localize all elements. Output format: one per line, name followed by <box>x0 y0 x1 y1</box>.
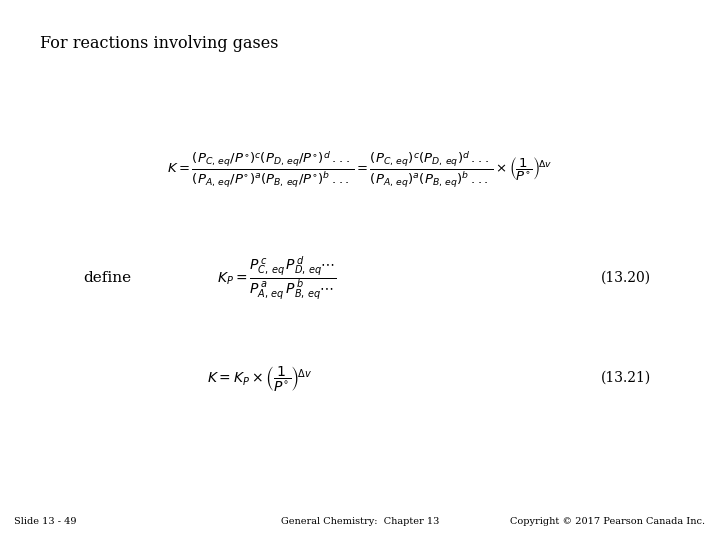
Text: $K = \dfrac{(P_{C,\,eq} / P^{\circ})^{c}(P_{D,\,eq} / P^{\circ})^{d}\,...}{(P_{A: $K = \dfrac{(P_{C,\,eq} / P^{\circ})^{c}… <box>167 150 553 190</box>
Text: $K_{P} = \dfrac{P_{C,\,eq}^{\,c}\,P_{D,\,eq}^{\,d}\cdots}{P_{A,\,eq}^{\,a}\,P_{B: $K_{P} = \dfrac{P_{C,\,eq}^{\,c}\,P_{D,\… <box>217 254 337 302</box>
Text: define: define <box>83 271 131 285</box>
Text: For reactions involving gases: For reactions involving gases <box>40 35 278 52</box>
Text: Copyright © 2017 Pearson Canada Inc.: Copyright © 2017 Pearson Canada Inc. <box>510 517 706 526</box>
Text: (13.21): (13.21) <box>601 371 652 385</box>
Text: (13.20): (13.20) <box>601 271 652 285</box>
Text: $K = K_{P} \times \left(\dfrac{1}{P^{\circ}}\right)^{\!\Delta v}$: $K = K_{P} \times \left(\dfrac{1}{P^{\ci… <box>207 363 312 393</box>
Text: General Chemistry:  Chapter 13: General Chemistry: Chapter 13 <box>281 517 439 526</box>
Text: Slide 13 - 49: Slide 13 - 49 <box>14 517 77 526</box>
